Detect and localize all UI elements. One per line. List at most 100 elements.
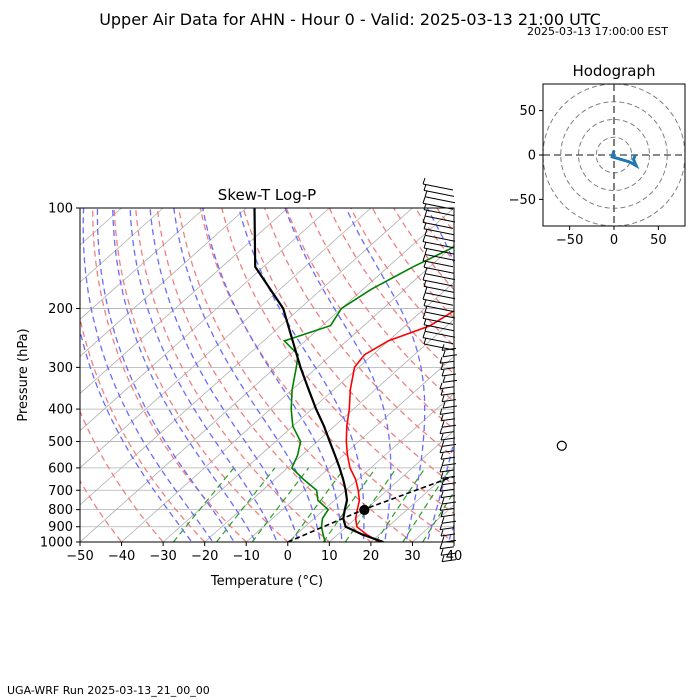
- moist-adiabat: [345, 208, 426, 542]
- wind-barb: [424, 267, 428, 274]
- wind-barb: [422, 221, 454, 229]
- wind-barb: [440, 510, 444, 517]
- wind-barb: [440, 514, 456, 518]
- dry-adiabat: [328, 208, 454, 375]
- x-tick-label: 0: [284, 549, 292, 564]
- isotherm-line: [80, 208, 454, 542]
- wind-barb: [441, 459, 445, 466]
- x-tick-label: 20: [363, 549, 380, 564]
- wind-barb: [442, 376, 446, 383]
- moist-adiabat: [112, 208, 257, 542]
- wind-barb: [440, 495, 456, 499]
- wind-barb: [441, 344, 445, 351]
- dry-adiabat: [544, 208, 700, 549]
- wind-barb: [422, 197, 426, 204]
- hodograph-y-tick-label: 50: [519, 104, 536, 119]
- wind-barb: [441, 369, 445, 377]
- wind-barb: [441, 399, 457, 403]
- y-tick-label: 1000: [40, 536, 73, 551]
- skewt-plot-area: [80, 208, 700, 549]
- wind-barb: [423, 241, 427, 249]
- dry-adiabat: [80, 409, 164, 542]
- dry-adiabat: [285, 208, 454, 431]
- wind-barb: [424, 292, 456, 300]
- wind-barb: [439, 507, 455, 511]
- wind-barb: [439, 446, 443, 453]
- isotherm-line: [80, 208, 247, 357]
- wind-barb: [424, 273, 456, 281]
- dry-adiabat: [371, 208, 454, 319]
- wind-barb: [441, 347, 457, 351]
- moist-adiabat: [238, 208, 365, 542]
- moist-adiabat: [129, 208, 278, 542]
- wind-barb: [440, 549, 444, 556]
- wind-barb: [422, 202, 454, 210]
- isotherm-line: [162, 281, 454, 542]
- dry-adiabat: [199, 208, 454, 542]
- wind-barb: [423, 266, 455, 274]
- wind-barb: [422, 273, 426, 281]
- wind-barb: [441, 501, 457, 505]
- wind-barb: [439, 431, 455, 435]
- wind-barb: [423, 261, 427, 268]
- wind-barb: [439, 360, 455, 364]
- main-title: Upper Air Data for AHN - Hour 0 - Valid:…: [99, 10, 601, 29]
- wind-barb: [423, 324, 455, 332]
- wind-barb: [422, 260, 454, 268]
- wind-barb: [423, 305, 455, 313]
- wind-barb: [442, 401, 446, 409]
- wind-barb: [439, 527, 455, 531]
- wind-barb: [439, 546, 455, 550]
- hodograph-title: Hodograph: [572, 62, 655, 80]
- wind-barb: [441, 463, 457, 467]
- local-time: 2025-03-13 17:00:00 EST: [527, 25, 668, 38]
- mixing-ratio-line: [402, 467, 452, 542]
- hodograph-y-tick-label: −50: [509, 193, 536, 208]
- dry-adiabat: [480, 208, 700, 549]
- wind-barb: [439, 386, 455, 390]
- wind-barb: [439, 469, 455, 473]
- isotherm-line: [412, 504, 454, 542]
- wind-barb: [441, 395, 445, 402]
- dry-adiabat: [436, 208, 454, 233]
- y-tick-label: 500: [48, 435, 73, 450]
- moist-adiabat: [173, 208, 321, 542]
- hodograph-plot-area: [543, 84, 685, 226]
- wind-barb: [439, 382, 443, 389]
- moist-adiabat: [447, 523, 454, 542]
- isotherm-line: [370, 467, 454, 542]
- dry-adiabat: [242, 208, 454, 486]
- wind-barb: [423, 247, 455, 255]
- dry-adiabat: [178, 208, 414, 542]
- dry-adiabat: [307, 208, 454, 403]
- moist-adiabat: [202, 208, 343, 542]
- hodograph-x-tick-label: 50: [650, 233, 667, 248]
- dry-adiabat: [523, 208, 700, 549]
- isotherm-line: [121, 244, 454, 542]
- wind-barb: [439, 485, 443, 492]
- wind-barb: [440, 437, 456, 441]
- wind-barb: [441, 555, 445, 562]
- hodograph-y-tick-label: 0: [528, 149, 536, 164]
- wind-barb: [423, 203, 427, 210]
- dry-adiabat: [501, 208, 700, 549]
- wind-barb: [441, 478, 445, 485]
- wind-barb: [439, 504, 443, 511]
- wind-barb: [422, 216, 426, 223]
- wind-barb: [422, 177, 426, 185]
- dry-adiabat: [80, 315, 206, 542]
- wind-barb: [424, 330, 456, 338]
- wind-barb: [440, 552, 456, 556]
- wind-barb: [442, 350, 446, 357]
- x-tick-label: 10: [321, 549, 338, 564]
- wind-barb: [422, 293, 426, 300]
- wind-barb: [440, 456, 456, 460]
- moist-adiabat: [96, 208, 235, 542]
- wind-barb: [441, 520, 457, 524]
- dry-adiabat: [350, 208, 454, 347]
- x-tick-label: −10: [233, 549, 260, 564]
- mixing-ratio-line: [216, 467, 276, 542]
- wind-barb: [439, 408, 443, 415]
- isotherm-line: [496, 208, 700, 542]
- wind-barb: [440, 392, 456, 396]
